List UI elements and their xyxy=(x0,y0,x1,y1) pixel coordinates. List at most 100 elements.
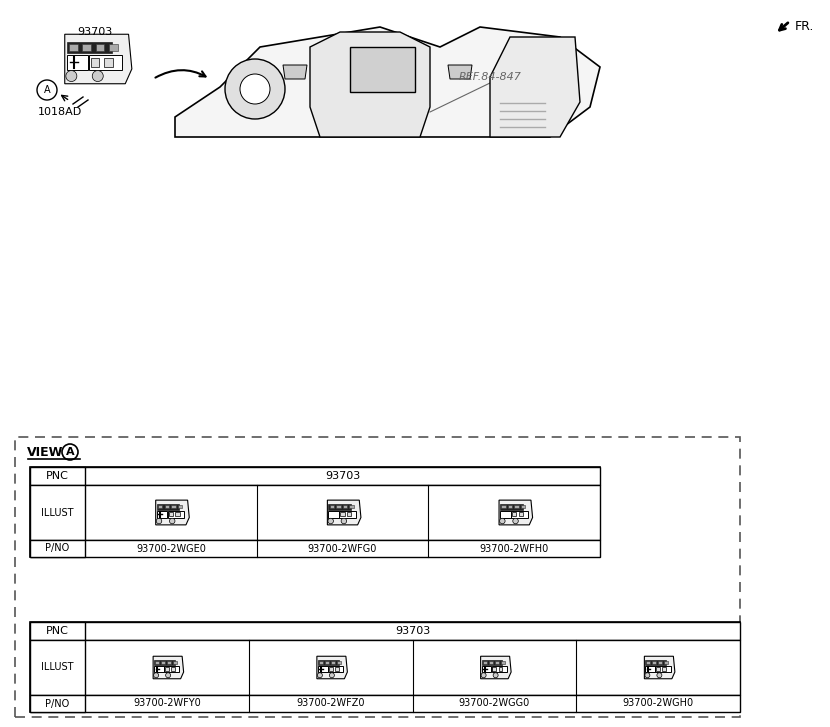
Bar xyxy=(173,661,177,664)
Bar xyxy=(164,666,179,672)
Bar xyxy=(652,661,657,664)
Bar xyxy=(500,510,510,518)
Bar xyxy=(329,504,351,510)
Circle shape xyxy=(62,444,78,460)
Bar xyxy=(175,512,179,516)
Bar xyxy=(337,661,341,664)
Circle shape xyxy=(66,71,77,81)
Bar xyxy=(325,661,329,664)
Bar xyxy=(178,505,182,508)
Bar xyxy=(482,661,486,664)
Polygon shape xyxy=(156,500,189,525)
Bar xyxy=(331,661,334,664)
Polygon shape xyxy=(481,656,511,679)
Bar xyxy=(330,505,334,508)
Polygon shape xyxy=(448,65,472,79)
Bar xyxy=(349,505,354,508)
Circle shape xyxy=(37,80,57,100)
Circle shape xyxy=(169,518,175,523)
Text: 93703: 93703 xyxy=(325,471,360,481)
Text: 93700-2WFZ0: 93700-2WFZ0 xyxy=(296,699,365,709)
Circle shape xyxy=(513,518,518,523)
Bar xyxy=(165,667,168,671)
Text: 93703: 93703 xyxy=(77,27,113,37)
Bar xyxy=(30,695,740,712)
Text: 93703: 93703 xyxy=(395,626,430,636)
Circle shape xyxy=(154,672,159,678)
Bar xyxy=(350,47,415,92)
Bar xyxy=(158,505,163,508)
Bar xyxy=(657,667,660,671)
Bar xyxy=(319,661,323,664)
Text: VIEW: VIEW xyxy=(27,446,63,459)
Bar xyxy=(646,660,666,664)
Bar xyxy=(521,505,525,508)
Circle shape xyxy=(166,672,171,678)
Circle shape xyxy=(481,672,486,678)
Bar xyxy=(30,467,600,485)
Polygon shape xyxy=(153,656,183,679)
Bar xyxy=(500,504,523,510)
Bar xyxy=(15,437,740,717)
Bar xyxy=(30,695,85,712)
Bar xyxy=(168,510,184,518)
Bar xyxy=(171,667,175,671)
Bar xyxy=(30,622,740,640)
Polygon shape xyxy=(317,656,348,679)
Text: 93700-2WFH0: 93700-2WFH0 xyxy=(480,544,549,553)
Bar xyxy=(343,505,347,508)
Text: ILLUST: ILLUST xyxy=(42,662,74,672)
Text: 93700-2WFY0: 93700-2WFY0 xyxy=(133,699,201,709)
Bar xyxy=(662,667,666,671)
Circle shape xyxy=(92,71,103,81)
Polygon shape xyxy=(175,27,600,137)
Circle shape xyxy=(225,59,285,119)
Text: 93700-2WFG0: 93700-2WFG0 xyxy=(308,544,377,553)
Circle shape xyxy=(645,672,650,678)
Bar xyxy=(157,510,168,518)
Text: PNC: PNC xyxy=(46,626,69,636)
Circle shape xyxy=(657,672,662,678)
Bar xyxy=(164,505,169,508)
Bar xyxy=(155,661,159,664)
Bar xyxy=(157,504,179,510)
Polygon shape xyxy=(490,37,580,137)
Bar xyxy=(67,42,112,53)
Text: A: A xyxy=(66,447,75,457)
Polygon shape xyxy=(65,34,132,84)
Text: REF.84-847: REF.84-847 xyxy=(458,72,521,82)
Circle shape xyxy=(240,74,270,104)
Bar xyxy=(171,505,175,508)
Bar xyxy=(512,512,516,516)
Bar xyxy=(30,467,600,557)
Bar xyxy=(154,666,164,672)
Text: 93700-2WGG0: 93700-2WGG0 xyxy=(459,699,530,709)
Bar xyxy=(154,660,175,664)
Text: FR.: FR. xyxy=(795,20,814,33)
Text: 93700-2WGE0: 93700-2WGE0 xyxy=(136,544,206,553)
Bar xyxy=(340,512,344,516)
Bar xyxy=(318,666,328,672)
Text: 1018AD: 1018AD xyxy=(38,107,82,117)
Bar xyxy=(656,666,671,672)
Bar xyxy=(318,660,339,664)
Bar xyxy=(168,512,173,516)
Bar xyxy=(30,540,600,557)
Bar xyxy=(30,540,85,557)
Bar xyxy=(30,485,85,540)
Bar xyxy=(161,661,165,664)
Polygon shape xyxy=(310,32,430,137)
Bar xyxy=(491,666,507,672)
Circle shape xyxy=(493,672,498,678)
Bar xyxy=(500,661,505,664)
Circle shape xyxy=(341,518,347,523)
Bar xyxy=(328,666,343,672)
Circle shape xyxy=(500,518,505,523)
Bar xyxy=(339,510,356,518)
Polygon shape xyxy=(283,65,307,79)
Bar xyxy=(481,660,502,664)
Text: ILLUST: ILLUST xyxy=(42,507,74,518)
Bar xyxy=(30,640,85,695)
Bar xyxy=(495,661,499,664)
Bar xyxy=(501,505,505,508)
